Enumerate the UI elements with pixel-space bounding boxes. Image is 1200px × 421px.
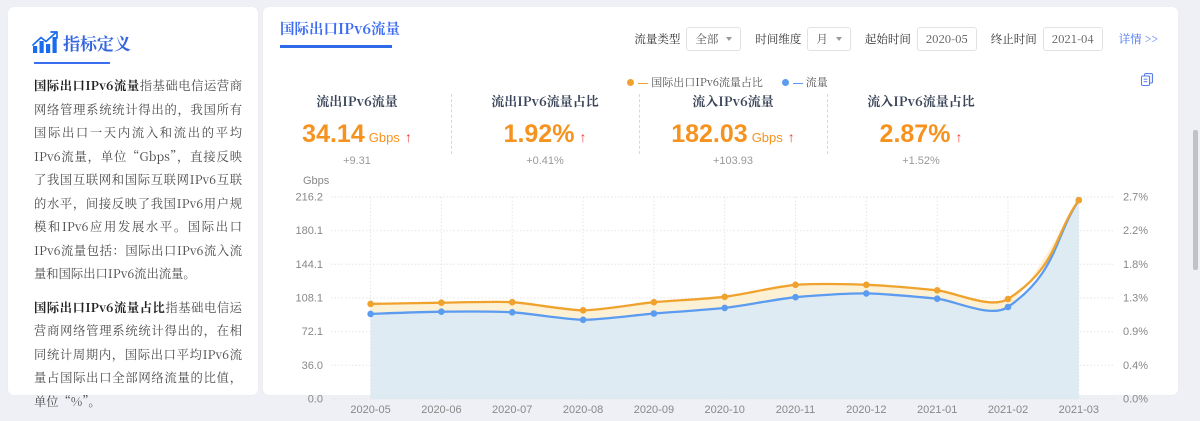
svg-text:0.0: 0.0 — [308, 394, 323, 406]
svg-text:2021-01: 2021-01 — [917, 404, 957, 416]
svg-text:0.4%: 0.4% — [1123, 360, 1148, 372]
svg-text:2020-09: 2020-09 — [634, 404, 674, 416]
svg-text:Gbps: Gbps — [303, 175, 330, 187]
svg-text:216.2: 216.2 — [295, 192, 323, 204]
svg-text:2020-10: 2020-10 — [705, 404, 745, 416]
svg-text:108.1: 108.1 — [295, 293, 323, 305]
svg-text:2020-07: 2020-07 — [492, 404, 532, 416]
svg-text:2021-02: 2021-02 — [988, 404, 1028, 416]
svg-text:180.1: 180.1 — [295, 225, 323, 237]
svg-text:144.1: 144.1 — [295, 259, 323, 271]
svg-text:1.3%: 1.3% — [1123, 293, 1148, 305]
svg-text:2021-03: 2021-03 — [1059, 404, 1099, 416]
svg-text:2.2%: 2.2% — [1123, 225, 1148, 237]
svg-text:0.0%: 0.0% — [1123, 394, 1148, 406]
svg-text:72.1: 72.1 — [302, 326, 323, 338]
svg-text:0.9%: 0.9% — [1123, 326, 1148, 338]
svg-text:2020-06: 2020-06 — [421, 404, 461, 416]
svg-text:2020-05: 2020-05 — [350, 404, 390, 416]
svg-text:2020-08: 2020-08 — [563, 404, 603, 416]
svg-text:36.0: 36.0 — [302, 360, 323, 372]
svg-text:2020-11: 2020-11 — [776, 404, 816, 416]
svg-text:1.8%: 1.8% — [1123, 259, 1148, 271]
svg-text:2.7%: 2.7% — [1123, 192, 1148, 204]
svg-text:2020-12: 2020-12 — [846, 404, 886, 416]
